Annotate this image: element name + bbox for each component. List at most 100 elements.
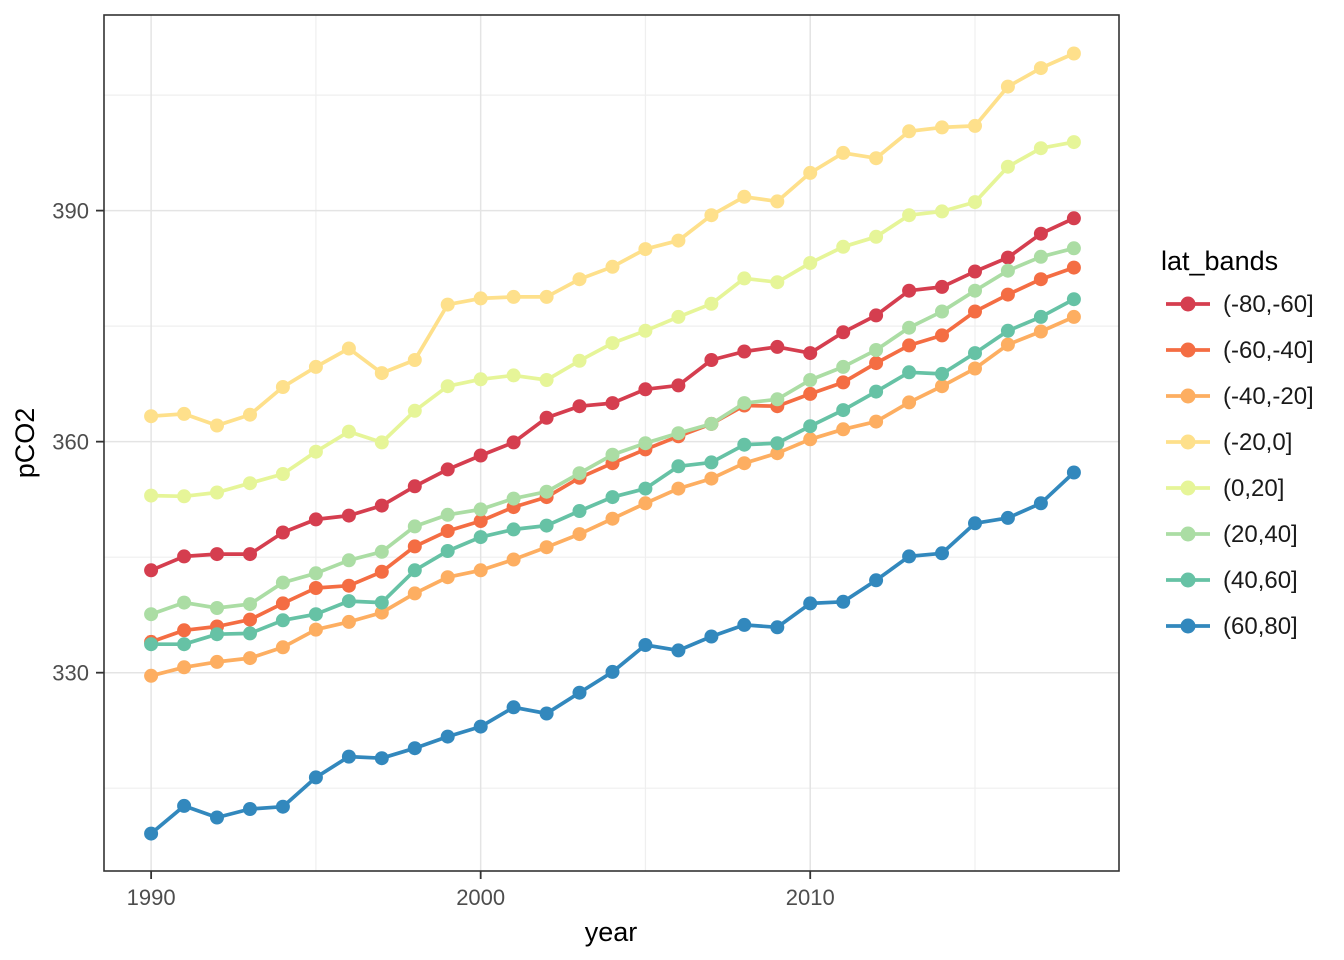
data-point bbox=[935, 379, 949, 394]
data-point bbox=[671, 459, 686, 474]
data-point bbox=[935, 328, 949, 343]
y-tick-label: 330 bbox=[52, 661, 89, 686]
data-point bbox=[144, 563, 159, 578]
x-tick-label: 2010 bbox=[786, 885, 835, 910]
data-point bbox=[737, 456, 752, 471]
data-point bbox=[1066, 260, 1081, 275]
data-point bbox=[803, 256, 818, 270]
data-point bbox=[1066, 135, 1081, 150]
data-point bbox=[407, 403, 422, 418]
legend-key-point bbox=[1180, 434, 1196, 450]
data-point bbox=[671, 309, 686, 324]
data-point bbox=[935, 304, 949, 319]
data-point bbox=[407, 741, 422, 756]
data-point bbox=[737, 271, 752, 286]
data-point bbox=[440, 297, 455, 312]
legend-key-point bbox=[1180, 296, 1196, 312]
data-point bbox=[704, 416, 719, 431]
data-point bbox=[704, 208, 719, 223]
data-point bbox=[440, 544, 455, 558]
data-point bbox=[869, 343, 884, 357]
data-point bbox=[968, 304, 982, 319]
data-point bbox=[374, 366, 389, 381]
legend-key-point bbox=[1180, 342, 1196, 358]
legend-key-point bbox=[1180, 618, 1196, 634]
data-point bbox=[539, 540, 554, 555]
data-point bbox=[275, 640, 290, 655]
data-point bbox=[572, 527, 587, 542]
data-point bbox=[506, 435, 521, 450]
legend-item-(60,80]: (60,80] bbox=[1166, 613, 1298, 640]
data-point bbox=[638, 481, 653, 496]
data-point bbox=[671, 233, 686, 248]
data-point bbox=[243, 476, 257, 491]
legend: (-80,-60] (-60,-40] (-40,-20] (-20,0] (0,20]… bbox=[1166, 291, 1314, 640]
data-point bbox=[1000, 250, 1015, 265]
data-point bbox=[1066, 241, 1081, 256]
grid-major-lines bbox=[104, 15, 1119, 871]
data-point bbox=[704, 471, 719, 486]
data-point bbox=[935, 366, 949, 381]
data-point bbox=[902, 283, 917, 298]
data-point bbox=[770, 339, 785, 354]
series-line-(0,20] bbox=[149, 140, 1076, 499]
data-point bbox=[770, 436, 785, 451]
data-point bbox=[770, 194, 785, 209]
data-point bbox=[605, 511, 620, 526]
data-point bbox=[539, 518, 554, 533]
legend-item-label: (-60,-40] bbox=[1223, 337, 1314, 364]
legend-title: lat_bands bbox=[1161, 246, 1278, 276]
data-point bbox=[803, 419, 818, 434]
data-point bbox=[869, 229, 884, 244]
data-point bbox=[572, 504, 587, 518]
data-point bbox=[1000, 263, 1015, 278]
data-point bbox=[341, 594, 356, 609]
data-point bbox=[473, 448, 488, 463]
data-point bbox=[968, 118, 982, 133]
data-point bbox=[869, 151, 884, 166]
data-point bbox=[737, 437, 752, 452]
data-point bbox=[836, 145, 851, 160]
data-point bbox=[935, 120, 949, 135]
data-point bbox=[1033, 61, 1048, 76]
data-point bbox=[473, 530, 488, 545]
data-point bbox=[1066, 465, 1081, 480]
data-point bbox=[1066, 211, 1081, 226]
data-point bbox=[243, 802, 257, 816]
data-point bbox=[308, 359, 323, 374]
data-point bbox=[968, 361, 982, 376]
data-point bbox=[737, 396, 752, 411]
data-point bbox=[473, 514, 488, 528]
data-point bbox=[671, 378, 686, 393]
data-point bbox=[836, 359, 851, 374]
data-point bbox=[275, 467, 290, 481]
data-point bbox=[737, 617, 752, 632]
legend-item-label: (-80,-60] bbox=[1223, 291, 1314, 318]
legend-item-(-40,-20]: (-40,-20] bbox=[1166, 383, 1314, 410]
legend-key-point bbox=[1180, 526, 1196, 542]
data-point bbox=[605, 664, 620, 679]
data-point bbox=[605, 336, 620, 351]
legend-item-label: (40,60] bbox=[1223, 567, 1298, 594]
data-point bbox=[407, 479, 422, 494]
data-point bbox=[704, 296, 719, 311]
data-point bbox=[968, 346, 982, 361]
data-point bbox=[308, 566, 323, 581]
data-point bbox=[144, 409, 159, 424]
panel-border bbox=[103, 14, 1120, 872]
data-point bbox=[506, 522, 521, 537]
data-point bbox=[572, 685, 587, 700]
data-point bbox=[341, 553, 356, 568]
x-tick-label: 2000 bbox=[456, 885, 505, 910]
data-point bbox=[275, 525, 290, 540]
data-point bbox=[803, 346, 818, 361]
data-point bbox=[275, 596, 290, 611]
data-point bbox=[671, 481, 686, 496]
data-point bbox=[539, 706, 554, 721]
data-point bbox=[1000, 323, 1015, 338]
data-point bbox=[506, 289, 521, 304]
y-axis-title: pCO2 bbox=[10, 408, 40, 479]
data-point bbox=[902, 549, 917, 564]
data-point bbox=[275, 613, 290, 628]
data-point bbox=[275, 799, 290, 814]
